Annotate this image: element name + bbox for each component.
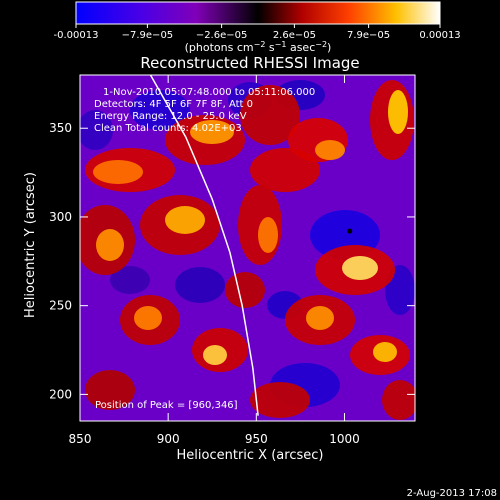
- limb-curve: [149, 75, 259, 416]
- image-region: [342, 256, 378, 280]
- image-region: [130, 90, 190, 130]
- colorbar-tick-label: −2.6e−05: [196, 30, 248, 41]
- y-tick-label: 350: [49, 121, 72, 135]
- annotation-counts: Clean Total counts: 4.02E+03: [94, 123, 242, 134]
- image-region: [225, 272, 265, 308]
- y-tick-label: 250: [49, 299, 72, 313]
- image-region: [165, 206, 205, 234]
- image-region: [373, 342, 397, 362]
- image-region: [240, 85, 300, 145]
- colorbar: [75, 1, 441, 25]
- image-region: [250, 148, 320, 192]
- colorbar-tick-label: 7.9e−05: [347, 30, 390, 41]
- colorbar-ticks: -0.00013 −7.9e−05 −2.6e−05 2.6e−05 7.9e−05 0.…: [54, 24, 461, 41]
- image-region: [258, 217, 278, 253]
- chart-title: Reconstructed RHESSI Image: [140, 54, 359, 72]
- image-region: [96, 229, 124, 261]
- image-region: [315, 140, 345, 160]
- y-axis-label: Heliocentric Y (arcsec): [23, 172, 38, 318]
- plot-frame: [79, 74, 416, 422]
- image-region: [306, 306, 334, 330]
- image-region: [80, 110, 113, 150]
- annotation-time: 1-Nov-2010 05:07:48.000 to 05:11:06.000: [103, 87, 315, 98]
- image-region: [110, 266, 150, 294]
- axis-ticks: 850 900 950 1000 200 250 300 350: [49, 75, 415, 446]
- annotation-detectors: Detectors: 4F 5F 6F 7F 8F, Att 0: [94, 99, 253, 110]
- peak-marker: [347, 228, 353, 234]
- annotation-energy: Energy Range: 12.0 - 25.0 keV: [94, 111, 247, 122]
- peak-position-label: Position of Peak = [960,346]: [95, 400, 238, 411]
- x-tick-label: 850: [69, 432, 92, 446]
- image-region: [382, 380, 415, 420]
- image-region: [388, 90, 408, 134]
- colorbar-label: (photons cm−2 s−1 asec−2): [185, 40, 332, 54]
- annotations: 1-Nov-2010 05:07:48.000 to 05:11:06.000 …: [94, 87, 315, 411]
- x-tick-label: 1000: [329, 432, 360, 446]
- colorbar-tick-label: 2.6e−05: [273, 30, 316, 41]
- x-tick-label: 950: [245, 432, 268, 446]
- y-tick-label: 300: [49, 210, 72, 224]
- image-region: [134, 306, 162, 330]
- timestamp: 2-Aug-2013 17:08: [407, 488, 497, 499]
- heatmap: [80, 75, 415, 421]
- image-region: [93, 160, 143, 184]
- image-region: [175, 267, 225, 303]
- x-tick-label: 900: [157, 432, 180, 446]
- image-region: [203, 345, 227, 365]
- colorbar-tick-label: 0.00013: [419, 30, 460, 41]
- x-axis-label: Heliocentric X (arcsec): [177, 448, 324, 463]
- image-region: [190, 120, 234, 144]
- y-tick-label: 200: [49, 387, 72, 401]
- image-region: [250, 382, 310, 418]
- image-region: [85, 370, 135, 410]
- colorbar-tick-label: -0.00013: [54, 30, 99, 41]
- colorbar-tick-label: −7.9e−05: [122, 30, 174, 41]
